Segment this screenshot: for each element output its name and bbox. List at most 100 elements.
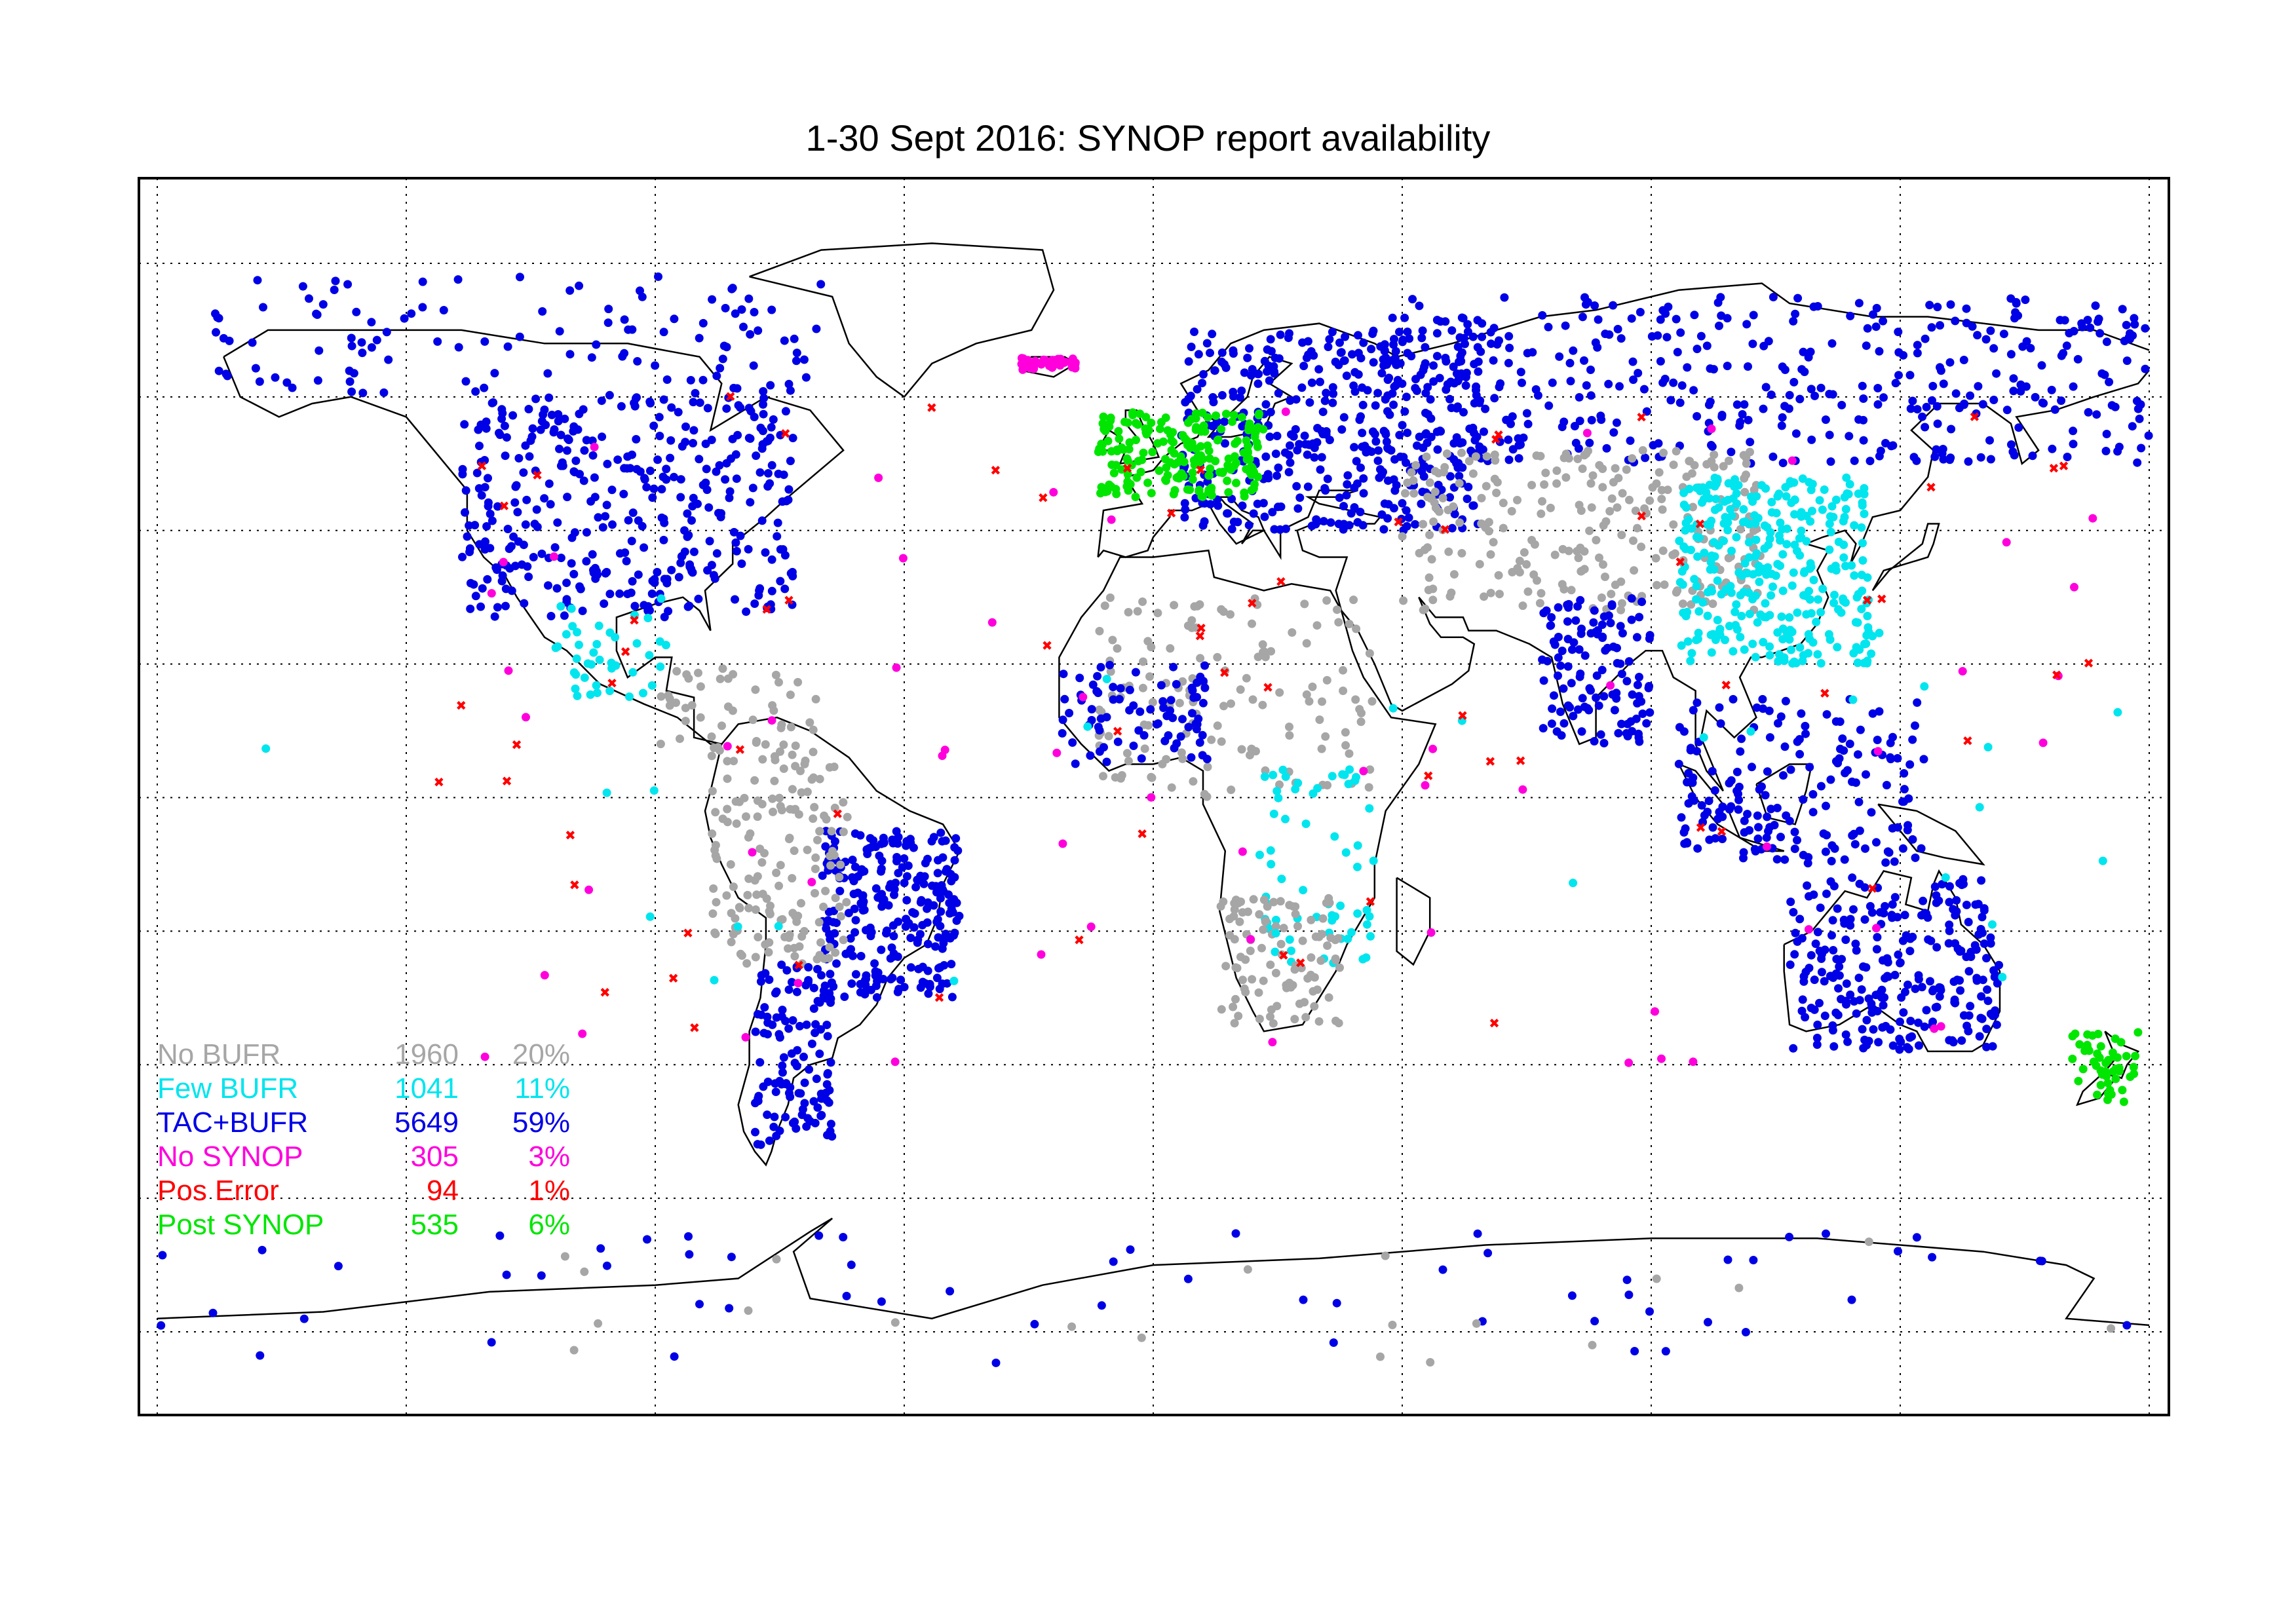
station-marker-fewbufr xyxy=(571,684,580,693)
station-marker-tacbufr xyxy=(947,960,956,969)
station-marker-tacbufr xyxy=(1590,606,1599,615)
station-marker-nobufr xyxy=(1708,599,1717,609)
station-marker-tacbufr xyxy=(2135,414,2144,423)
station-marker-tacbufr xyxy=(771,1087,780,1097)
station-marker-postsynop xyxy=(1148,447,1157,457)
station-marker-tacbufr xyxy=(1563,662,1573,671)
station-marker-tacbufr xyxy=(1656,357,1665,366)
station-marker-tacbufr xyxy=(772,1131,781,1141)
station-marker-tacbufr xyxy=(1894,371,1903,380)
station-marker-tacbufr xyxy=(2122,320,2131,330)
station-marker-nobufr xyxy=(1153,609,1162,618)
station-marker-tacbufr xyxy=(1412,387,1421,395)
station-marker-nobufr xyxy=(580,1267,589,1276)
station-marker-fewbufr xyxy=(1858,538,1867,548)
station-marker-nobufr xyxy=(1230,905,1239,914)
station-marker-tacbufr xyxy=(1198,521,1208,530)
station-marker-tacbufr xyxy=(1195,738,1204,747)
station-marker-nobufr xyxy=(711,930,720,939)
station-marker-tacbufr xyxy=(1190,328,1198,336)
station-marker-tacbufr xyxy=(1464,482,1473,491)
station-marker-tacbufr xyxy=(1883,847,1892,856)
station-marker-tacbufr xyxy=(1820,977,1829,986)
station-marker-postsynop xyxy=(1190,461,1199,469)
station-marker-tacbufr xyxy=(1459,333,1468,343)
station-marker-tacbufr xyxy=(491,563,501,572)
station-marker-fewbufr xyxy=(1785,613,1794,622)
station-marker-tacbufr xyxy=(1393,375,1402,385)
station-marker-tacbufr xyxy=(1634,369,1643,377)
station-marker-nobufr xyxy=(809,773,818,782)
station-marker-tacbufr xyxy=(1320,396,1330,406)
station-marker-postsynop xyxy=(1178,431,1187,440)
station-marker-tacbufr xyxy=(1385,410,1394,419)
station-marker-nobufr xyxy=(1248,975,1257,984)
station-marker-tacbufr xyxy=(1914,1018,1923,1027)
station-marker-postsynop xyxy=(1155,425,1164,434)
station-marker-tacbufr xyxy=(1746,438,1755,447)
station-marker-tacbufr xyxy=(628,576,637,586)
station-marker-tacbufr xyxy=(1744,362,1752,371)
station-marker-nobufr xyxy=(1352,624,1361,633)
station-marker-tacbufr xyxy=(655,413,664,422)
station-marker-tacbufr xyxy=(2028,451,2037,461)
station-marker-tacbufr xyxy=(1343,471,1352,480)
station-marker-tacbufr xyxy=(1504,331,1514,341)
station-marker-tacbufr xyxy=(694,594,703,603)
station-marker-tacbufr xyxy=(1945,926,1954,935)
station-marker-tacbufr xyxy=(1769,293,1778,301)
station-marker-fewbufr xyxy=(1839,553,1848,562)
station-marker-tacbufr xyxy=(1946,453,1955,463)
station-marker-tacbufr xyxy=(546,500,555,509)
station-marker-tacbufr xyxy=(1815,998,1824,1008)
station-marker-tacbufr xyxy=(1331,357,1340,366)
station-marker-tacbufr xyxy=(1901,987,1909,996)
station-marker-nobufr xyxy=(809,725,818,734)
station-marker-nobufr xyxy=(1322,675,1331,685)
station-marker-tacbufr xyxy=(915,930,925,939)
station-marker-tacbufr xyxy=(1462,368,1471,377)
station-marker-nosynop xyxy=(1067,358,1076,367)
station-marker-nobufr xyxy=(1177,748,1186,757)
station-marker-nobufr xyxy=(1246,947,1255,955)
station-marker-tacbufr xyxy=(1677,381,1687,390)
station-marker-postsynop xyxy=(1188,475,1197,484)
station-marker-fewbufr xyxy=(1260,772,1269,782)
station-marker-tacbufr xyxy=(1274,388,1283,398)
station-marker-nobufr xyxy=(811,694,820,704)
station-marker-tacbufr xyxy=(667,403,676,412)
station-marker-tacbufr xyxy=(582,528,591,537)
station-marker-nobufr xyxy=(1444,547,1453,556)
station-marker-tacbufr xyxy=(886,954,895,963)
station-marker-tacbufr xyxy=(1272,471,1282,480)
station-marker-nobufr xyxy=(1200,789,1209,799)
station-marker-tacbufr xyxy=(626,464,635,473)
station-marker-nobufr xyxy=(771,755,780,765)
station-marker-fewbufr xyxy=(774,922,783,931)
station-marker-tacbufr xyxy=(2016,380,2025,389)
station-marker-fewbufr xyxy=(1782,629,1791,637)
station-marker-tacbufr xyxy=(1780,855,1789,864)
station-marker-tacbufr xyxy=(1613,658,1622,668)
station-marker-tacbufr xyxy=(1759,704,1768,713)
station-marker-nosynop xyxy=(1651,1007,1659,1016)
station-marker-nosynop xyxy=(748,848,757,857)
station-marker-tacbufr xyxy=(756,1058,765,1067)
station-marker-nobufr xyxy=(1533,576,1541,585)
station-marker-tacbufr xyxy=(258,1245,267,1255)
station-marker-fewbufr xyxy=(1827,564,1836,573)
station-marker-tacbufr xyxy=(1896,1037,1905,1046)
station-marker-tacbufr xyxy=(586,497,596,506)
station-marker-poserror: ✖ xyxy=(735,742,746,757)
station-marker-tacbufr xyxy=(757,516,767,525)
station-marker-postsynop xyxy=(1221,409,1231,419)
station-marker-nobufr xyxy=(1444,506,1453,514)
station-marker-tacbufr xyxy=(1176,732,1185,741)
station-marker-nobufr xyxy=(1518,601,1527,611)
station-marker-tacbufr xyxy=(1840,855,1849,864)
station-marker-tacbufr xyxy=(1933,303,1942,312)
station-marker-tacbufr xyxy=(1821,847,1830,856)
legend-label: Pos Error xyxy=(157,1175,279,1207)
station-marker-nobufr xyxy=(1167,783,1176,792)
station-marker-tacbufr xyxy=(1952,907,1961,916)
